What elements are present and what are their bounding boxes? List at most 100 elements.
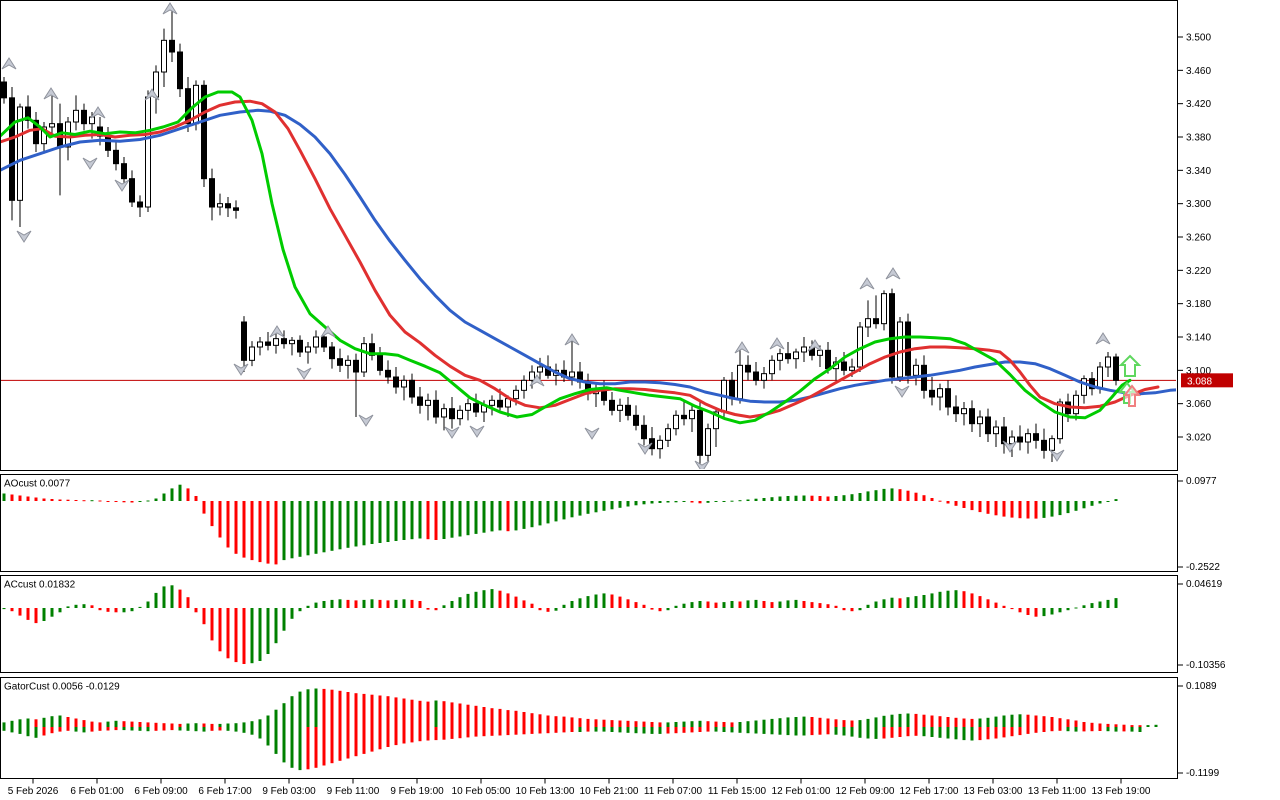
histogram-bar bbox=[394, 599, 398, 608]
candle-bull bbox=[993, 426, 999, 435]
histogram-bar bbox=[122, 727, 126, 731]
histogram-bar bbox=[1010, 727, 1014, 737]
histogram-bar bbox=[346, 692, 350, 727]
histogram-bar bbox=[154, 498, 158, 501]
candle-bear bbox=[177, 51, 183, 90]
histogram-bar bbox=[770, 718, 774, 727]
histogram-bar bbox=[370, 501, 374, 544]
histogram-bar bbox=[786, 727, 790, 736]
candle-bull bbox=[465, 403, 471, 411]
histogram-bar bbox=[138, 722, 142, 727]
histogram-bar bbox=[58, 608, 62, 613]
histogram-bar bbox=[354, 600, 358, 608]
candle-bull bbox=[73, 109, 79, 123]
histogram-bar bbox=[1106, 599, 1110, 608]
histogram-bar bbox=[250, 727, 254, 735]
histogram-bar bbox=[426, 608, 430, 610]
histogram-bar bbox=[922, 495, 926, 501]
candle-bull bbox=[489, 399, 495, 406]
candle-bull bbox=[361, 343, 367, 373]
histogram-bar bbox=[66, 717, 70, 727]
histogram-bar bbox=[786, 600, 790, 608]
histogram-bar bbox=[426, 701, 430, 727]
histogram-bar bbox=[962, 591, 966, 608]
histogram-bar bbox=[1106, 727, 1110, 732]
histogram-bar bbox=[114, 727, 118, 731]
histogram-bar bbox=[1098, 727, 1102, 731]
histogram-bar bbox=[674, 727, 678, 734]
histogram-bar bbox=[978, 727, 982, 741]
histogram-bar bbox=[538, 608, 542, 611]
histogram-bar bbox=[586, 727, 590, 732]
histogram-bar bbox=[362, 599, 366, 608]
histogram-bar bbox=[938, 591, 942, 608]
histogram-bar bbox=[1058, 608, 1062, 613]
candle-bear bbox=[353, 359, 359, 373]
histogram-bar bbox=[954, 727, 958, 740]
histogram-bar bbox=[1034, 501, 1038, 519]
candle-bear bbox=[25, 106, 31, 121]
histogram-bar bbox=[1098, 601, 1102, 608]
histogram-bar bbox=[18, 719, 22, 727]
histogram-bar bbox=[706, 727, 710, 732]
histogram-bar bbox=[570, 727, 574, 732]
histogram-bar bbox=[202, 608, 206, 625]
histogram-bar bbox=[2, 727, 6, 731]
histogram-bar bbox=[922, 714, 926, 727]
histogram-bar bbox=[98, 500, 102, 502]
candle-bear bbox=[785, 353, 791, 360]
histogram-bar bbox=[1106, 501, 1110, 502]
histogram-bar bbox=[50, 608, 54, 617]
histogram-bar bbox=[594, 501, 598, 513]
time-axis[interactable]: 5 Feb 2026 6 Feb 01:00 6 Feb 09:00 6 Feb 17… bbox=[8, 778, 1151, 798]
histogram-bar bbox=[802, 495, 806, 501]
candle-bull bbox=[529, 371, 535, 381]
histogram-bar bbox=[354, 693, 358, 727]
price-axis[interactable]: 3.500 3.460 3.420 3.380 3.340 3.300 3.260 3.220… bbox=[1177, 33, 1233, 780]
histogram-bar bbox=[634, 602, 638, 608]
histogram-bar bbox=[130, 608, 134, 612]
histogram-bar bbox=[194, 723, 198, 727]
time-tick-label: 11 Feb 07:00 bbox=[644, 786, 703, 797]
histogram-bar bbox=[610, 501, 614, 510]
candle-bear bbox=[969, 408, 975, 425]
histogram-bar bbox=[1018, 608, 1022, 613]
histogram-bar bbox=[106, 721, 110, 727]
histogram-bar bbox=[618, 596, 622, 608]
histogram-bar bbox=[202, 727, 206, 732]
indicator-GatorCust[interactable]: GatorCust 0.0056 -0.0129 bbox=[2, 682, 1158, 771]
histogram-bar bbox=[346, 501, 350, 548]
indicator-AOcust[interactable]: AOcust 0.0077 bbox=[2, 479, 1118, 565]
histogram-bar bbox=[346, 599, 350, 608]
fractal-down-icon bbox=[694, 460, 710, 469]
histogram-bar bbox=[610, 720, 614, 727]
histogram-bar bbox=[490, 501, 494, 532]
histogram-bar bbox=[514, 596, 518, 608]
histogram-bar bbox=[938, 716, 942, 727]
candle-bear bbox=[385, 369, 391, 378]
price-tick-label: 3.220 bbox=[1186, 266, 1211, 277]
histogram-bar bbox=[866, 604, 870, 608]
time-tick-label: 6 Feb 01:00 bbox=[70, 786, 124, 797]
histogram-bar bbox=[802, 727, 806, 736]
histogram-bar bbox=[402, 599, 406, 608]
histogram-bar bbox=[402, 698, 406, 727]
histogram-bar bbox=[274, 501, 278, 565]
histogram-bar bbox=[834, 605, 838, 608]
histogram-bar bbox=[74, 604, 78, 608]
histogram-bar bbox=[418, 601, 422, 608]
fractal-up-icon bbox=[43, 87, 59, 100]
candle-bear bbox=[889, 293, 895, 378]
histogram-bar bbox=[170, 488, 174, 501]
indicator-ACcust[interactable]: ACcust 0.01832 bbox=[2, 580, 1118, 665]
histogram-bar bbox=[618, 720, 622, 727]
histogram-bar bbox=[794, 495, 798, 501]
histogram-bar bbox=[986, 717, 990, 727]
histogram-bar bbox=[986, 501, 990, 514]
histogram-bar bbox=[762, 601, 766, 608]
fractal-down-icon bbox=[1049, 449, 1065, 462]
histogram-bar bbox=[498, 590, 502, 608]
histogram-bar bbox=[114, 608, 118, 613]
main-chart[interactable] bbox=[0, 2, 1180, 472]
